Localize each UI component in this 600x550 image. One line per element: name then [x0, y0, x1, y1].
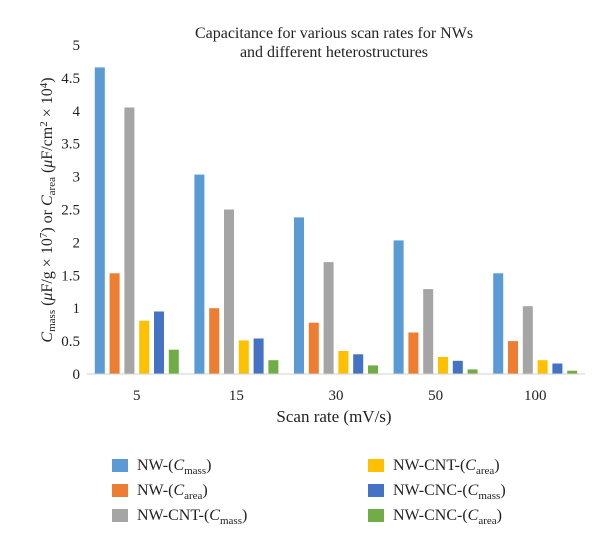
y-tick-label: 3.5 — [61, 137, 80, 153]
y-tick-label: 3 — [73, 170, 81, 186]
bar — [452, 360, 463, 374]
bar — [423, 289, 434, 374]
y-axis-label: Cmass (μF/g × 107) or Carea (μF/cm2 × 10… — [38, 77, 58, 342]
plot-area — [87, 67, 585, 375]
y-axis-ticks: 0 0.5 1 1.5 2 2.5 3 3.5 4 4.5 5 — [61, 38, 80, 383]
legend-label: NW-(Cmass) — [137, 457, 211, 477]
bar — [209, 308, 220, 374]
x-tick-label: 5 — [133, 388, 141, 404]
x-axis-label: Scan rate (mV/s) — [276, 407, 391, 426]
x-tick-label: 50 — [428, 388, 443, 404]
bar — [408, 332, 419, 374]
chart-title-line: Capacitance for various scan rates for N… — [195, 25, 473, 42]
y-tick-label: 1 — [73, 301, 81, 317]
bar — [467, 369, 478, 374]
y-tick-label: 0.5 — [61, 334, 80, 350]
bar — [268, 360, 279, 374]
legend-label: NW-CNC-(Cmass) — [393, 482, 506, 502]
bar — [567, 370, 578, 374]
bar — [253, 338, 264, 374]
bar — [154, 311, 164, 374]
y-tick-label: 4 — [73, 104, 81, 120]
bar — [438, 356, 448, 374]
bar — [323, 262, 334, 374]
bar — [338, 351, 349, 374]
bar — [294, 217, 304, 374]
legend: NW-(Cmass) NW-(Carea) NW-CNT-(Cmass) NW-CNT… — [112, 457, 506, 527]
y-tick-label: 5 — [73, 38, 81, 54]
bar — [493, 273, 504, 374]
y-axis-label-text: Cmass (μF/g × 107) or Carea (μF/cm2 × 10… — [38, 77, 58, 342]
legend-swatch — [368, 484, 384, 497]
legend-swatch — [368, 509, 384, 522]
legend-label: NW-CNT-(Cmass) — [137, 507, 247, 527]
bar — [508, 341, 518, 374]
bar — [109, 273, 120, 374]
legend-swatch — [368, 459, 384, 472]
bar — [368, 365, 378, 374]
y-tick-label: 2.5 — [61, 203, 80, 219]
x-tick-label: 15 — [229, 388, 244, 404]
bar — [393, 240, 404, 374]
bar — [308, 322, 319, 374]
bar — [94, 67, 105, 375]
bar — [168, 349, 179, 374]
legend-swatch — [112, 484, 128, 497]
bar — [124, 107, 135, 374]
chart-title-line: and different heterostructures — [240, 44, 428, 61]
chart-title: Capacitance for various scan rates for N… — [195, 25, 473, 61]
y-tick-label: 4.5 — [61, 71, 80, 87]
bar — [224, 209, 234, 374]
legend-label: NW-(Carea) — [137, 482, 208, 502]
x-tick-label: 100 — [524, 388, 547, 404]
legend-label: NW-CNC-(Carea) — [393, 507, 502, 527]
legend-label: NW-CNT-(Carea) — [393, 457, 500, 477]
bar — [238, 340, 249, 374]
bar — [194, 174, 205, 374]
bar — [353, 354, 364, 374]
legend-swatch — [112, 459, 128, 472]
legend-swatch — [112, 509, 128, 522]
y-tick-label: 1.5 — [61, 268, 80, 284]
y-tick-label: 0 — [73, 367, 81, 383]
x-tick-label: 30 — [329, 388, 344, 404]
bar — [522, 306, 533, 374]
bar — [552, 363, 563, 374]
bar — [537, 360, 548, 374]
x-axis-ticks: 5 15 30 50 100 — [133, 388, 546, 404]
bar — [139, 320, 150, 374]
y-tick-label: 2 — [73, 235, 81, 251]
